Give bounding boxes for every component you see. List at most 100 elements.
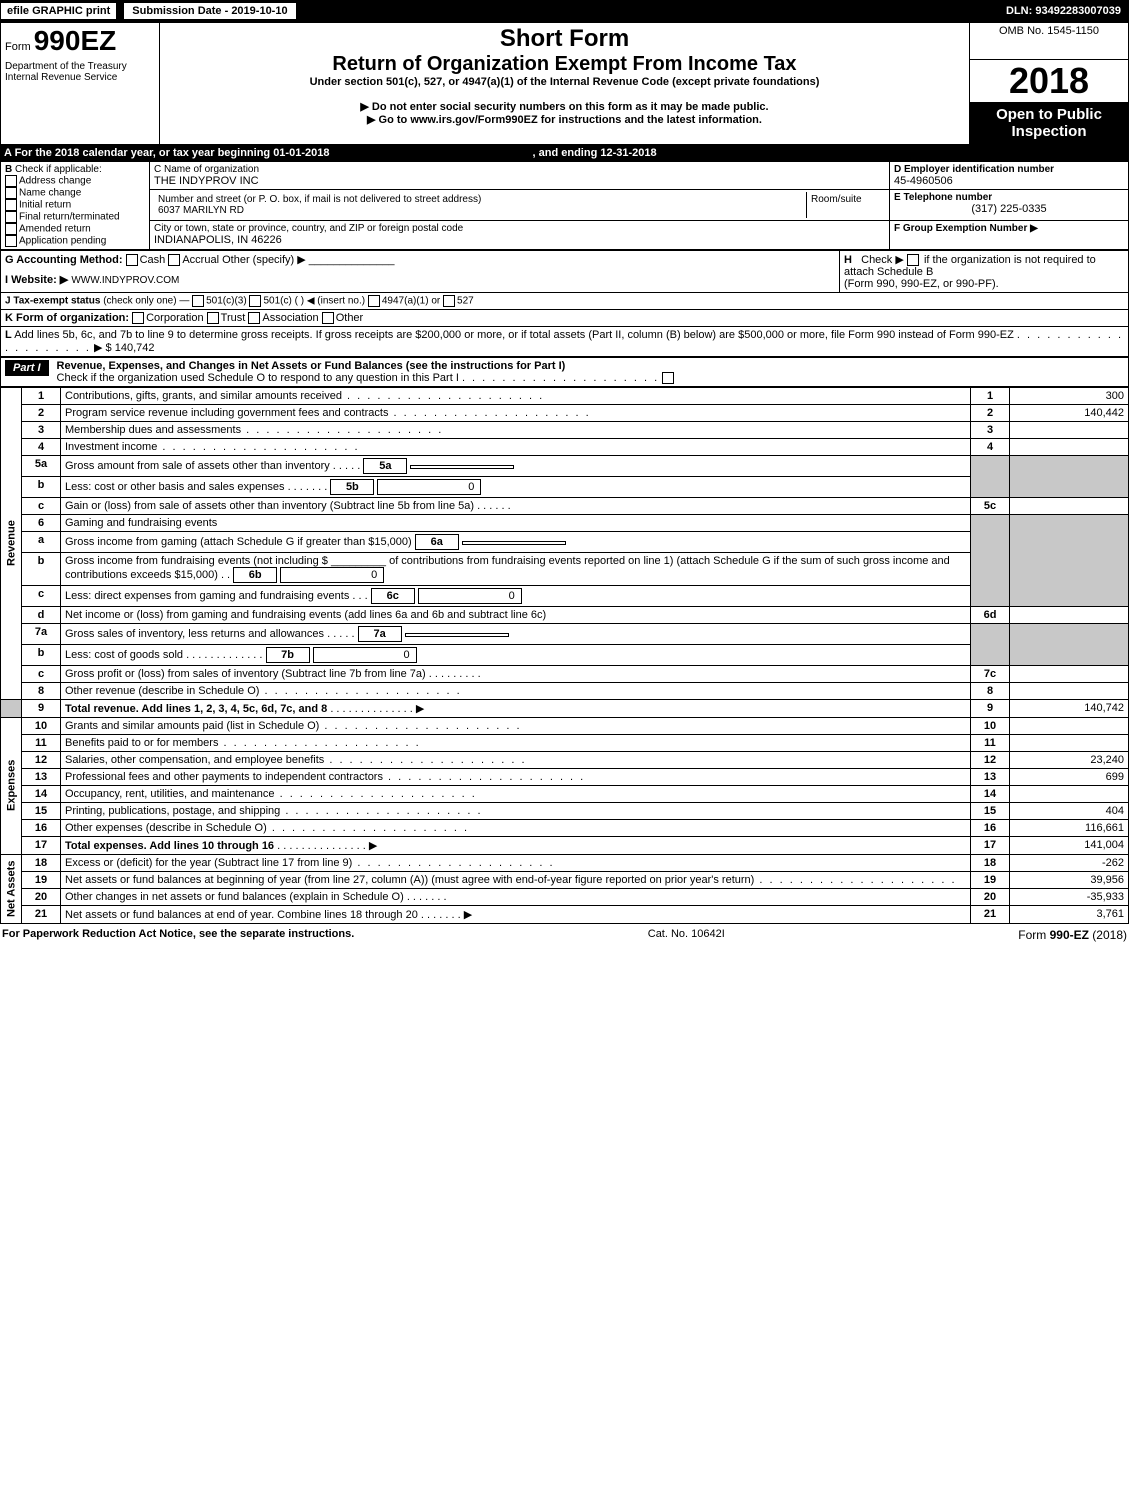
- line-10-amount: [1010, 717, 1129, 734]
- tax-year: 2018: [970, 60, 1128, 102]
- footer-left: For Paperwork Reduction Act Notice, see …: [2, 928, 354, 942]
- trust-checkbox[interactable]: [207, 312, 219, 324]
- line-19-amount: 39,956: [1010, 871, 1129, 888]
- website-value: WWW.INDYPROV.COM: [71, 275, 179, 286]
- assoc-checkbox[interactable]: [248, 312, 260, 324]
- line-11-amount: [1010, 734, 1129, 751]
- header-table: Form 990EZ Short Form Return of Organiza…: [0, 22, 1129, 145]
- app-pending-checkbox[interactable]: [5, 235, 17, 247]
- footer-right: Form 990-EZ (2018): [1018, 928, 1127, 942]
- initial-return-checkbox[interactable]: [5, 199, 17, 211]
- omb-number: OMB No. 1545-1150: [970, 23, 1129, 60]
- line-5a-subval: [410, 465, 514, 469]
- section-h-label: H: [844, 254, 852, 266]
- city-label: City or town, state or province, country…: [154, 223, 885, 234]
- city-value: INDIANAPOLIS, IN 46226: [154, 234, 885, 246]
- line-6b-subval: 0: [280, 567, 384, 583]
- line-7c-amount: [1010, 665, 1129, 682]
- submission-date: Submission Date - 2019-10-10: [123, 2, 296, 20]
- line-20-amount: -35,933: [1010, 888, 1129, 905]
- 501c-checkbox[interactable]: [249, 295, 261, 307]
- top-bar: efile GRAPHIC print Submission Date - 20…: [0, 0, 1129, 22]
- cash-checkbox[interactable]: [126, 254, 138, 266]
- section-j-label: J Tax-exempt status: [5, 295, 100, 306]
- street-label: Number and street (or P. O. box, if mail…: [158, 194, 481, 205]
- line-18-amount: -262: [1010, 854, 1129, 871]
- ghijkl-table: G Accounting Method: Cash Accrual Other …: [0, 250, 1129, 357]
- line-9-amount: 140,742: [1010, 699, 1129, 717]
- form-label: Form 990EZ: [5, 25, 155, 57]
- 501c3-checkbox[interactable]: [192, 295, 204, 307]
- ein-value: 45-4960506: [894, 175, 1124, 187]
- section-l-label: L: [5, 329, 12, 341]
- part1-label: Part I: [5, 360, 49, 376]
- line-7b-subval: 0: [313, 647, 417, 663]
- line-1-amount: 300: [1010, 387, 1129, 404]
- check-if-applicable: Check if applicable:: [15, 164, 102, 175]
- entity-info-table: B Check if applicable: Address change Na…: [0, 161, 1129, 250]
- section-l-amount: ▶ $ 140,742: [94, 342, 154, 354]
- name-change-checkbox[interactable]: [5, 187, 17, 199]
- lines-table: Revenue 1 Contributions, gifts, grants, …: [0, 387, 1129, 924]
- part1-header-table: Part I Revenue, Expenses, and Changes in…: [0, 357, 1129, 387]
- line-16-amount: 116,661: [1010, 819, 1129, 836]
- section-e-label: E Telephone number: [894, 192, 1124, 203]
- net-assets-vertical-label: Net Assets: [1, 854, 22, 923]
- section-g-label: G Accounting Method:: [5, 254, 123, 266]
- ssn-warning: ▶ Do not enter social security numbers o…: [164, 100, 965, 113]
- phone-value: (317) 225-0335: [894, 203, 1124, 215]
- goto-link: ▶ Go to www.irs.gov/Form990EZ for instru…: [164, 113, 965, 126]
- org-name: THE INDYPROV INC: [154, 175, 885, 187]
- line-15-amount: 404: [1010, 802, 1129, 819]
- section-d-label: D Employer identification number: [894, 164, 1124, 175]
- final-return-checkbox[interactable]: [5, 211, 17, 223]
- address-change-checkbox[interactable]: [5, 175, 17, 187]
- revenue-vertical-label: Revenue: [1, 387, 22, 699]
- dept-label: Department of the Treasury: [5, 61, 155, 72]
- line-5c-amount: [1010, 497, 1129, 514]
- line-2-amount: 140,442: [1010, 404, 1129, 421]
- line-6d-amount: [1010, 606, 1129, 623]
- under-section: Under section 501(c), 527, or 4947(a)(1)…: [164, 76, 965, 88]
- section-k-label: K Form of organization:: [5, 312, 129, 324]
- section-c-label: C Name of organization: [154, 164, 885, 175]
- line-4-amount: [1010, 438, 1129, 455]
- expenses-vertical-label: Expenses: [1, 717, 22, 854]
- section-l-text: Add lines 5b, 6c, and 7b to line 9 to de…: [14, 329, 1014, 341]
- line-17-amount: 141,004: [1010, 836, 1129, 854]
- dln-label: DLN: 93492283007039: [1006, 5, 1129, 17]
- irs-label: Internal Revenue Service: [5, 72, 155, 83]
- line-14-amount: [1010, 785, 1129, 802]
- schedule-b-checkbox[interactable]: [907, 254, 919, 266]
- return-title: Return of Organization Exempt From Incom…: [164, 53, 965, 76]
- corp-checkbox[interactable]: [132, 312, 144, 324]
- line-6a-subval: [462, 541, 566, 545]
- footer-center: Cat. No. 10642I: [648, 928, 725, 942]
- section-a-header: A For the 2018 calendar year, or tax yea…: [0, 145, 1129, 161]
- line-7a-subval: [405, 633, 509, 637]
- part1-title: Revenue, Expenses, and Changes in Net As…: [57, 360, 566, 372]
- line-12-amount: 23,240: [1010, 751, 1129, 768]
- line-21-amount: 3,761: [1010, 905, 1129, 923]
- line-8-amount: [1010, 682, 1129, 699]
- 527-checkbox[interactable]: [443, 295, 455, 307]
- 4947-checkbox[interactable]: [368, 295, 380, 307]
- line-5b-subval: 0: [377, 479, 481, 495]
- room-suite-label: Room/suite: [807, 192, 886, 218]
- accrual-checkbox[interactable]: [168, 254, 180, 266]
- short-form-title: Short Form: [164, 25, 965, 53]
- other-org-checkbox[interactable]: [322, 312, 334, 324]
- street-value: 6037 MARILYN RD: [158, 205, 244, 216]
- section-f-label: F Group Exemption Number ▶: [890, 221, 1129, 249]
- part1-check-text: Check if the organization used Schedule …: [57, 372, 459, 384]
- section-i-label: I Website: ▶: [5, 274, 68, 286]
- page-footer: For Paperwork Reduction Act Notice, see …: [0, 924, 1129, 946]
- line-3-amount: [1010, 421, 1129, 438]
- line-6c-subval: 0: [418, 588, 522, 604]
- open-public: Open to Public Inspection: [970, 102, 1128, 144]
- part1-schedule-o-checkbox[interactable]: [662, 372, 674, 384]
- section-b-label: B: [5, 164, 12, 175]
- efile-label: efile GRAPHIC print: [0, 2, 117, 20]
- amended-return-checkbox[interactable]: [5, 223, 17, 235]
- line-13-amount: 699: [1010, 768, 1129, 785]
